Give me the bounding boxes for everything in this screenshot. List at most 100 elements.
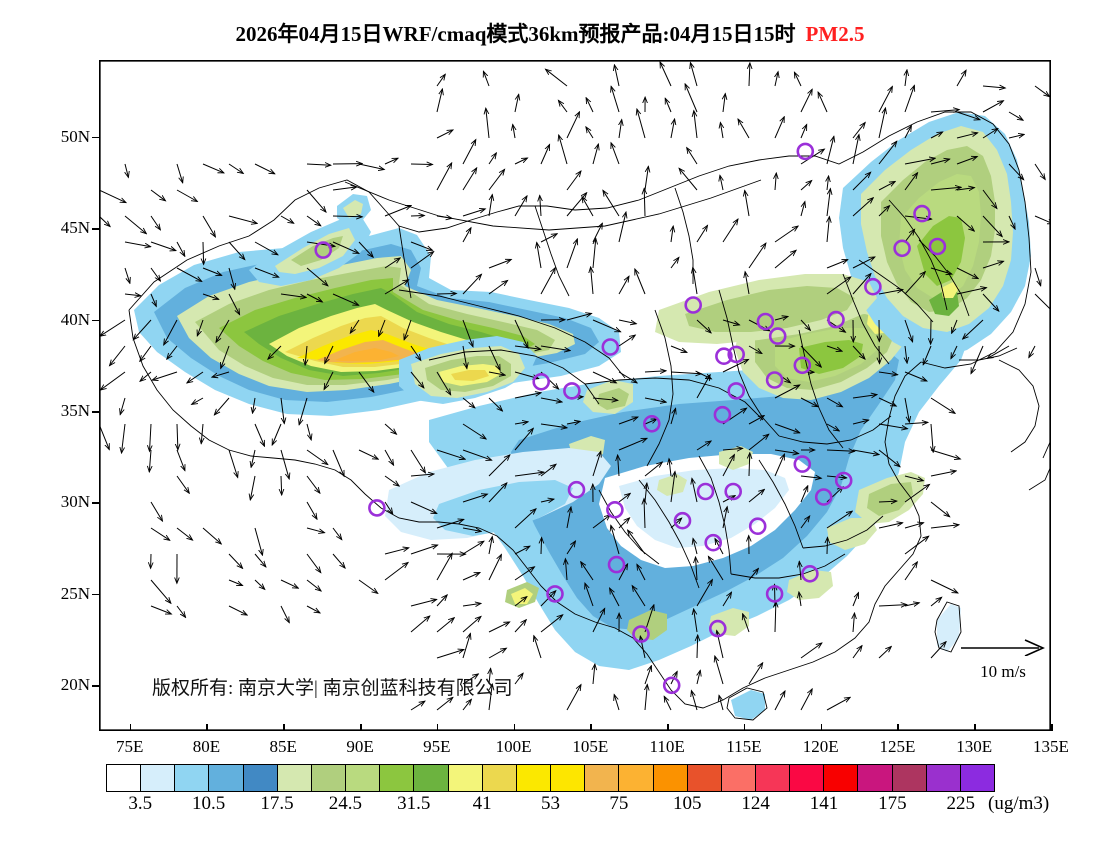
city-marker-ring[interactable]: [814, 488, 833, 506]
city-marker-ring[interactable]: [684, 296, 703, 314]
colorbar-segment[interactable]: [824, 765, 859, 791]
colorbar-segment[interactable]: [687, 765, 722, 791]
colorbar-segment[interactable]: [243, 765, 278, 791]
wind-arrow: [176, 267, 202, 281]
city-marker-ring[interactable]: [673, 511, 692, 530]
colorbar-segment[interactable]: [926, 765, 961, 791]
colorbar-segment[interactable]: [755, 765, 791, 791]
wind-arrow: [540, 464, 556, 477]
wind-arrow: [268, 345, 282, 359]
colorbar-segment[interactable]: [346, 765, 381, 791]
wind-arrow: [306, 215, 321, 226]
city-marker-ring[interactable]: [765, 585, 784, 603]
city-marker-ring[interactable]: [713, 405, 732, 424]
colorbar-segment[interactable]: [175, 765, 210, 791]
wind-arrow: [100, 371, 126, 390]
city-marker-ring[interactable]: [768, 327, 787, 345]
colorbar-segment[interactable]: [277, 765, 312, 791]
city-marker-ring[interactable]: [662, 676, 681, 695]
colorbar[interactable]: [106, 764, 995, 792]
city-marker-ring[interactable]: [563, 382, 581, 400]
city-marker-ring[interactable]: [715, 347, 733, 366]
city-marker-ring[interactable]: [368, 499, 386, 517]
wind-arrow: [774, 317, 788, 321]
colorbar-segment[interactable]: [107, 765, 142, 791]
city-marker-ring[interactable]: [696, 482, 715, 501]
colorbar-segment[interactable]: [960, 765, 995, 791]
colorbar-segment[interactable]: [721, 765, 756, 791]
city-marker-ring[interactable]: [704, 533, 723, 552]
colorbar-segment[interactable]: [858, 765, 893, 791]
wind-arrow: [150, 501, 163, 521]
wind-arrow: [852, 257, 875, 269]
colorbar-segment[interactable]: [790, 765, 825, 791]
wind-arrow: [723, 94, 725, 113]
wind-arrow: [566, 541, 576, 555]
city-marker-ring[interactable]: [607, 555, 626, 574]
city-marker-ring[interactable]: [727, 345, 746, 364]
city-marker-ring[interactable]: [793, 356, 812, 375]
city-marker-ring[interactable]: [793, 455, 812, 473]
city-marker-ring[interactable]: [748, 517, 767, 536]
city-marker-ring[interactable]: [546, 585, 564, 603]
wind-arrow: [930, 471, 956, 477]
colorbar-segment[interactable]: [448, 765, 483, 791]
x-tick-label: 90E: [346, 737, 374, 756]
city-marker-ring[interactable]: [708, 619, 727, 638]
wind-arrow: [800, 486, 808, 503]
colorbar-segment[interactable]: [311, 765, 347, 791]
wind-arrow: [670, 471, 675, 503]
city-marker-ring[interactable]: [727, 382, 746, 400]
city-marker-ring[interactable]: [532, 372, 551, 391]
city-marker-ring[interactable]: [632, 625, 650, 643]
colorbar-segment[interactable]: [516, 765, 552, 791]
city-marker-ring[interactable]: [765, 371, 784, 389]
city-marker-ring[interactable]: [314, 241, 332, 259]
colorbar-segment[interactable]: [892, 765, 927, 791]
colorbar-segment[interactable]: [585, 765, 620, 791]
city-marker-ring[interactable]: [756, 312, 775, 331]
wind-arrow: [202, 215, 215, 237]
colorbar-segment[interactable]: [141, 765, 176, 791]
wind-arrow: [904, 371, 927, 382]
city-marker-ring[interactable]: [801, 564, 819, 583]
city-marker-ring[interactable]: [724, 482, 743, 501]
x-tick-mark: [590, 724, 592, 731]
colorbar-segment[interactable]: [482, 765, 517, 791]
x-tick-label: 80E: [192, 737, 221, 756]
wind-arrow: [514, 393, 541, 399]
city-marker-ring[interactable]: [834, 471, 853, 490]
city-marker-ring[interactable]: [913, 204, 931, 223]
wind-arrow: [852, 172, 871, 191]
wind-arrow: [618, 212, 626, 243]
wind-arrow: [150, 605, 171, 614]
wind-arrow: [488, 169, 505, 191]
wind-arrow: [694, 111, 698, 139]
city-marker-ring[interactable]: [642, 414, 661, 433]
wind-arrow: [592, 371, 616, 383]
wind-arrow: [514, 597, 527, 607]
wind-arrow: [332, 216, 362, 217]
colorbar-segment[interactable]: [209, 765, 244, 791]
colorbar-segment[interactable]: [619, 765, 654, 791]
wind-arrow: [930, 159, 950, 165]
wind-arrow: [1034, 163, 1045, 180]
city-marker-layer[interactable]: [314, 142, 947, 695]
city-marker-ring[interactable]: [928, 237, 947, 256]
city-marker-ring[interactable]: [796, 142, 815, 161]
wind-arrow: [410, 164, 433, 165]
city-marker-ring[interactable]: [567, 480, 586, 499]
colorbar-segment[interactable]: [414, 765, 449, 791]
colorbar-segment[interactable]: [380, 765, 415, 791]
city-marker-ring[interactable]: [893, 239, 911, 258]
city-marker-ring[interactable]: [601, 338, 620, 356]
colorbar-segment[interactable]: [551, 765, 586, 791]
city-marker-ring[interactable]: [606, 500, 624, 519]
wind-arrow: [800, 181, 812, 191]
wind-arrow: [930, 525, 959, 529]
wind-arrow: [251, 449, 256, 467]
city-marker-ring[interactable]: [864, 277, 882, 296]
city-marker-ring[interactable]: [827, 310, 845, 329]
colorbar-segment[interactable]: [653, 765, 688, 791]
wind-arrow: [489, 668, 491, 685]
